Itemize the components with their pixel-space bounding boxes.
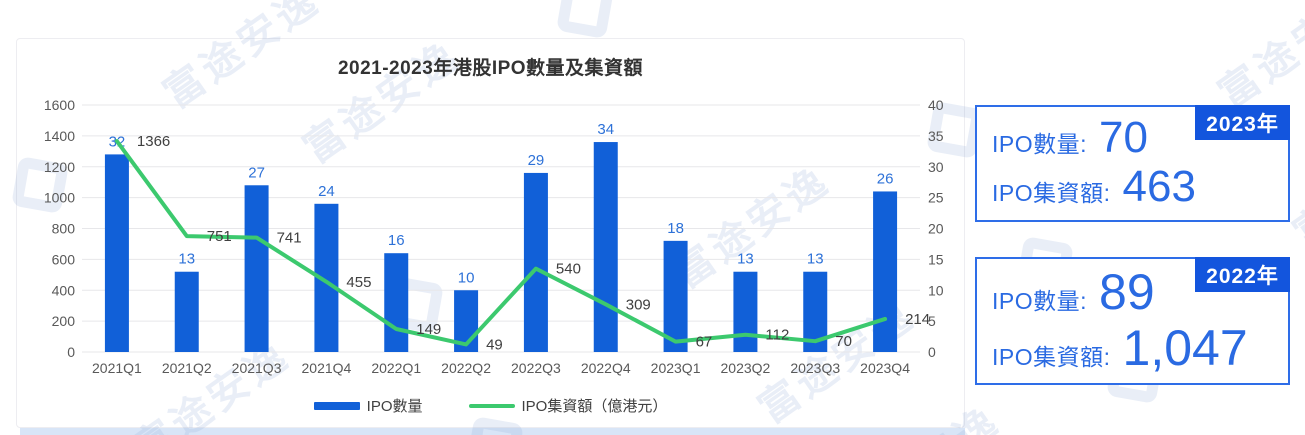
ipo-count-label: IPO數量: <box>992 288 1088 314</box>
ipo-proceeds-label: IPO集資額: <box>992 343 1111 370</box>
legend-item-ipo-count: IPO數量 <box>313 395 423 416</box>
ipo-count-label: IPO數量: <box>992 130 1088 157</box>
ipo-proceeds-value: 1,047 <box>1122 319 1248 376</box>
year-badge-2022: 2022年 <box>1195 257 1290 292</box>
legend-label-ipo-count: IPO數量 <box>366 398 423 415</box>
panel-row-ipo-count: IPO數量: 70 <box>992 112 1280 162</box>
panel-row-ipo-proceeds: IPO集資額: 1,047 <box>992 319 1280 376</box>
summary-panel-2022: 2022年 IPO數量: 89 IPO集資額: 1,047 <box>975 257 1290 385</box>
summary-panel-2023: 2023年 IPO數量: 70 IPO集資額: 463 <box>975 105 1290 222</box>
bar-series-swatch <box>313 401 360 410</box>
ipo-proceeds-value: 463 <box>1122 162 1196 212</box>
ipo-proceeds-label: IPO集資額: <box>992 180 1111 207</box>
chart-card <box>16 38 965 428</box>
year-badge-2023: 2023年 <box>1195 105 1290 140</box>
ipo-count-value: 89 <box>1099 264 1155 320</box>
chart-legend: IPO數量 IPO集資額（億港元） <box>16 395 965 416</box>
ipo-count-value: 70 <box>1099 112 1148 162</box>
legend-item-ipo-proceeds: IPO集資額（億港元） <box>468 395 668 416</box>
chart-title: 2021-2023年港股IPO數量及集資額 <box>337 58 644 79</box>
bottom-strip <box>20 428 965 435</box>
watermark-text: 富途安逸 <box>1210 0 1305 117</box>
panel-row-ipo-proceeds: IPO集資額: 463 <box>992 164 1280 210</box>
line-series-swatch <box>468 403 515 408</box>
futu-logo-icon <box>556 0 614 39</box>
legend-label-ipo-proceeds: IPO集資額（億港元） <box>521 398 668 415</box>
panel-row-ipo-count: IPO數量: 89 <box>992 266 1280 319</box>
